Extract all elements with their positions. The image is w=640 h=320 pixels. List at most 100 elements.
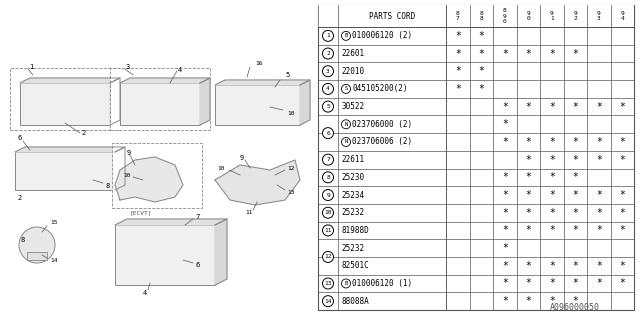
Text: 30522: 30522 (341, 102, 364, 111)
Text: *: * (525, 155, 531, 165)
Text: 3: 3 (326, 69, 330, 74)
Text: 10: 10 (324, 210, 332, 215)
Text: *: * (596, 190, 602, 200)
Text: 25232: 25232 (341, 244, 364, 252)
Text: 12: 12 (324, 254, 332, 260)
Text: *: * (525, 278, 531, 288)
Polygon shape (115, 157, 183, 202)
Text: *: * (572, 296, 578, 306)
Text: *: * (502, 243, 508, 253)
Circle shape (342, 84, 351, 93)
Text: 4: 4 (326, 86, 330, 92)
Text: 22010: 22010 (341, 67, 364, 76)
Text: 81988D: 81988D (341, 226, 369, 235)
Circle shape (323, 66, 333, 77)
Text: 8
8: 8 8 (479, 11, 483, 21)
Text: *: * (620, 137, 625, 147)
Text: *: * (549, 208, 555, 218)
Text: *: * (596, 261, 602, 271)
Text: *: * (502, 137, 508, 147)
Text: *: * (502, 208, 508, 218)
Text: 9: 9 (240, 155, 244, 161)
Text: 25232: 25232 (341, 208, 364, 217)
Text: 5: 5 (285, 72, 289, 78)
Bar (110, 68, 210, 130)
Text: 2: 2 (17, 195, 21, 201)
Text: *: * (572, 101, 578, 112)
Circle shape (323, 48, 333, 59)
Text: *: * (525, 225, 531, 236)
Text: 9: 9 (127, 150, 131, 156)
Text: *: * (596, 278, 602, 288)
Polygon shape (215, 80, 310, 85)
Text: 7: 7 (195, 214, 199, 220)
Text: 13: 13 (324, 281, 332, 286)
Text: B: B (344, 33, 348, 38)
Text: S: S (344, 86, 348, 92)
Bar (318, 5, 634, 27)
Text: *: * (596, 101, 602, 112)
Circle shape (323, 101, 333, 112)
Circle shape (323, 207, 333, 218)
Text: 4: 4 (143, 290, 147, 296)
Text: *: * (572, 137, 578, 147)
Text: 9
1: 9 1 (550, 11, 554, 21)
Text: 9
4: 9 4 (620, 11, 624, 21)
Text: *: * (502, 101, 508, 112)
Bar (318, 5, 634, 310)
Text: *: * (549, 296, 555, 306)
Circle shape (323, 225, 333, 236)
Text: *: * (455, 66, 461, 76)
Text: *: * (572, 225, 578, 236)
Text: *: * (620, 155, 625, 165)
Text: *: * (502, 261, 508, 271)
Circle shape (342, 120, 351, 129)
Text: 9
3: 9 3 (597, 11, 600, 21)
Text: *: * (572, 172, 578, 182)
Circle shape (342, 31, 351, 40)
Text: *: * (549, 155, 555, 165)
Text: *: * (478, 49, 484, 59)
Text: *: * (620, 225, 625, 236)
Circle shape (323, 278, 333, 289)
Text: 5: 5 (326, 104, 330, 109)
Text: *: * (596, 208, 602, 218)
Text: 10: 10 (123, 172, 131, 178)
Bar (215, 85, 300, 125)
Text: 10: 10 (287, 110, 294, 116)
Text: *: * (549, 49, 555, 59)
Text: 8: 8 (105, 183, 109, 189)
Polygon shape (200, 78, 210, 125)
Polygon shape (215, 160, 300, 205)
Bar (15, 152, 115, 190)
Circle shape (323, 30, 333, 41)
Text: 25234: 25234 (341, 190, 364, 200)
Text: 9: 9 (326, 193, 330, 197)
Circle shape (323, 84, 333, 94)
Text: 25230: 25230 (341, 173, 364, 182)
Text: *: * (525, 296, 531, 306)
Text: *: * (572, 49, 578, 59)
Text: 10: 10 (217, 165, 225, 171)
Text: *: * (525, 208, 531, 218)
Polygon shape (300, 80, 310, 125)
Text: 9
0: 9 0 (526, 11, 530, 21)
Circle shape (19, 227, 55, 263)
Circle shape (323, 189, 333, 201)
Polygon shape (115, 147, 125, 190)
Text: 6: 6 (326, 131, 330, 136)
Text: 22611: 22611 (341, 155, 364, 164)
Bar (27, 252, 47, 260)
Bar (120, 83, 200, 125)
Text: *: * (502, 190, 508, 200)
Text: *: * (596, 137, 602, 147)
Bar (115, 225, 215, 285)
Text: *: * (502, 225, 508, 236)
Text: 13: 13 (287, 189, 294, 195)
Text: 6: 6 (195, 262, 199, 268)
Text: *: * (549, 172, 555, 182)
Text: 1: 1 (326, 33, 330, 38)
Text: 010006120 (1): 010006120 (1) (352, 279, 412, 288)
Text: N: N (344, 140, 348, 144)
Text: PARTS CORD: PARTS CORD (369, 12, 415, 20)
